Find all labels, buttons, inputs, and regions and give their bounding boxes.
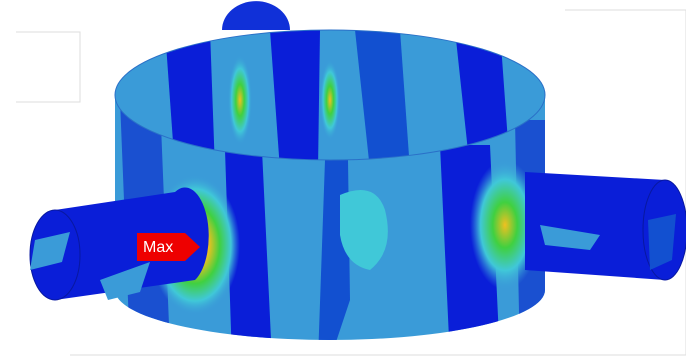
dome (222, 1, 290, 30)
max-label: Max (143, 239, 173, 256)
right-nozzle (525, 172, 686, 280)
fea-render: Max (0, 0, 686, 363)
screenshot: Max (0, 0, 686, 363)
